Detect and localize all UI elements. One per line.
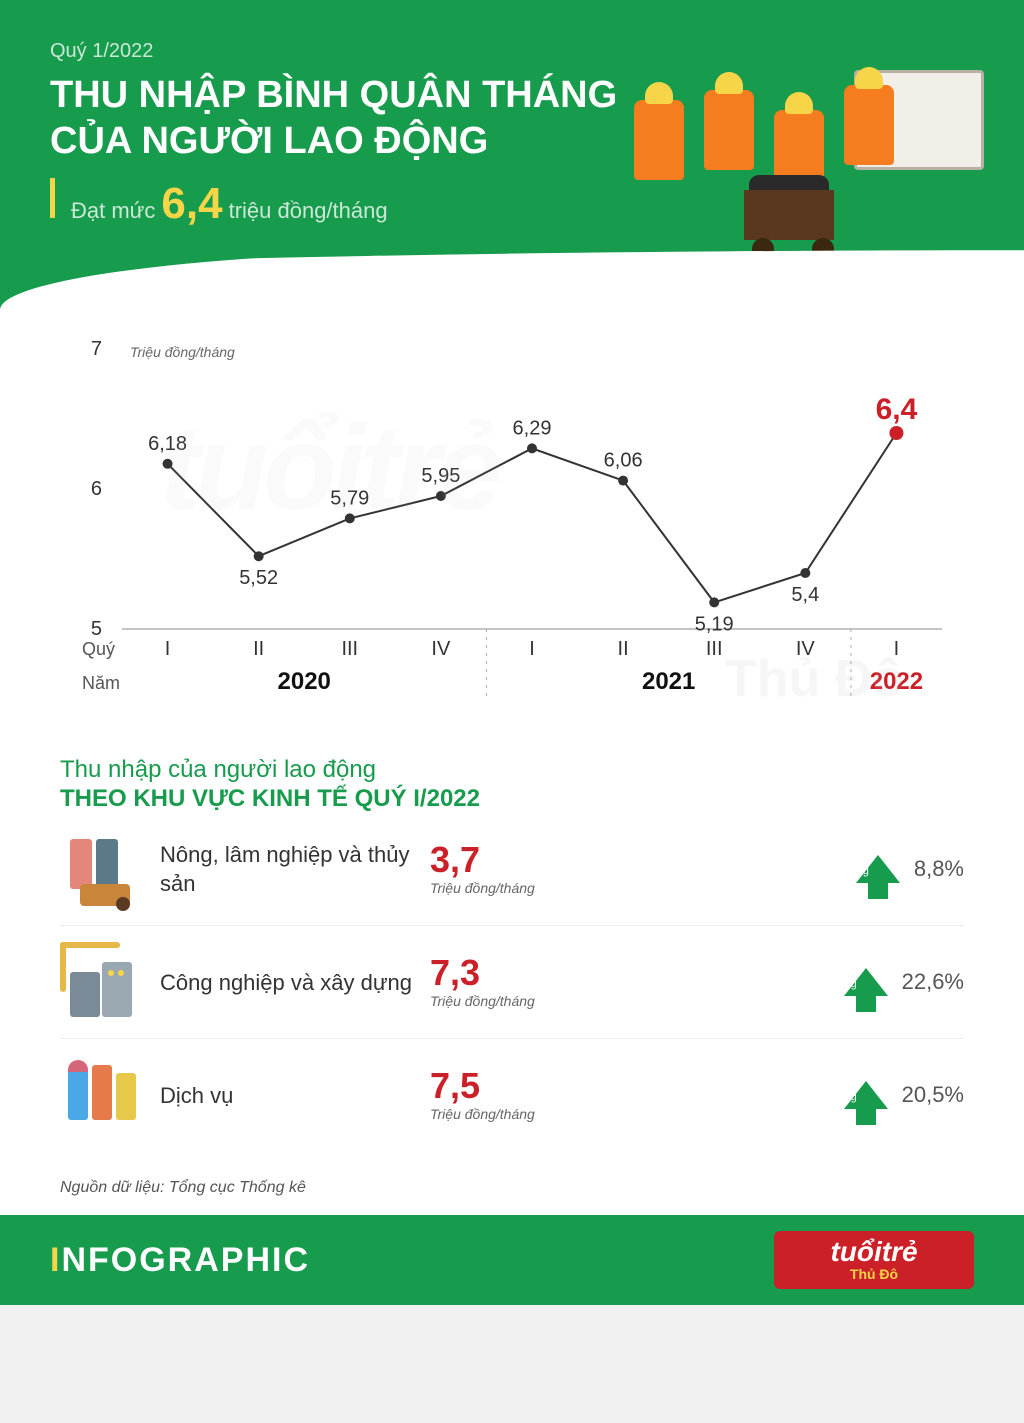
sector-value: 7,5Triệu đồng/tháng — [430, 1068, 660, 1122]
sector-row: Dịch vụ7,5Triệu đồng/tháng Tăng20,5% — [60, 1039, 964, 1151]
svg-text:5,19: 5,19 — [695, 614, 734, 636]
watermark-large: tuổitrẻ — [160, 399, 498, 537]
svg-text:Quý: Quý — [82, 639, 115, 659]
sector-icon — [60, 1055, 150, 1135]
logo-main: tuổitrẻ — [830, 1238, 917, 1266]
sector-value: 3,7Triệu đồng/tháng — [430, 842, 660, 896]
watermark-small: Thủ Đô — [725, 649, 904, 709]
header-section: Quý 1/2022 THU NHẬP BÌNH QUÂN THÁNG CỦA … — [0, 0, 1024, 309]
svg-text:Triệu đồng/tháng: Triệu đồng/tháng — [130, 344, 235, 360]
svg-text:I: I — [165, 638, 171, 660]
title-line-1: THU NHẬP BÌNH QUÂN THÁNG — [50, 74, 617, 116]
svg-text:7: 7 — [91, 338, 102, 360]
infographic-page: Quý 1/2022 THU NHẬP BÌNH QUÂN THÁNG CỦA … — [0, 0, 1024, 1305]
data-source: Nguồn dữ liệu: Tổng cục Thống kê — [0, 1171, 1024, 1215]
svg-text:II: II — [618, 638, 629, 660]
change-percent: 8,8% — [914, 856, 964, 882]
change-percent: 20,5% — [902, 1082, 964, 1108]
svg-text:IV: IV — [431, 638, 451, 660]
mine-cart-icon — [744, 190, 834, 240]
sector-row: Nông, lâm nghiệp và thủy sản3,7Triệu đồn… — [60, 813, 964, 926]
svg-text:2020: 2020 — [278, 668, 331, 695]
svg-text:Năm: Năm — [82, 673, 120, 693]
svg-text:III: III — [706, 638, 723, 660]
svg-text:II: II — [253, 638, 264, 660]
footer-brand-word: INFOGRAPHIC — [50, 1241, 310, 1280]
sub-suffix: triệu đồng/tháng — [229, 198, 388, 224]
accent-bar — [50, 178, 55, 218]
svg-text:6,4: 6,4 — [876, 393, 918, 426]
svg-text:6,06: 6,06 — [604, 450, 643, 472]
change-percent: 22,6% — [902, 969, 964, 995]
sector-change: Tăng22,6% — [844, 968, 964, 996]
line-chart-section: tuổitrẻ 567Triệu đồng/tháng6,185,525,795… — [0, 309, 1024, 744]
section2-title-line2: THEO KHU VỰC KINH TẾ QUÝ I/2022 — [60, 785, 964, 813]
sector-row: Công nghiệp và xây dựng7,3Triệu đồng/thá… — [60, 926, 964, 1039]
workers-illustration — [624, 40, 984, 260]
sector-icon — [60, 829, 150, 909]
sector-name: Công nghiệp và xây dựng — [150, 968, 430, 998]
svg-text:5,52: 5,52 — [239, 567, 278, 589]
sector-income-section: Thu nhập của người lao động THEO KHU VỰC… — [0, 744, 1024, 1171]
publisher-logo: tuổitrẻ Thủ Đô — [774, 1231, 974, 1289]
title-line-2: CỦA NGƯỜI LAO ĐỘNG — [50, 120, 488, 162]
sector-name: Nông, lâm nghiệp và thủy sản — [150, 840, 430, 899]
logo-sub: Thủ Đô — [850, 1266, 898, 1282]
sector-icon — [60, 942, 150, 1022]
svg-text:6,29: 6,29 — [513, 418, 552, 440]
headline-value: 6,4 — [161, 179, 222, 229]
svg-text:I: I — [529, 638, 535, 660]
svg-text:III: III — [341, 638, 358, 660]
svg-text:5: 5 — [91, 618, 102, 640]
sector-change: Tăng8,8% — [856, 855, 964, 883]
svg-text:5,4: 5,4 — [791, 584, 819, 606]
sector-change: Tăng20,5% — [844, 1081, 964, 1109]
section2-title-line1: Thu nhập của người lao động — [60, 754, 964, 785]
svg-text:2021: 2021 — [642, 668, 695, 695]
footer-bar: INFOGRAPHIC tuổitrẻ Thủ Đô — [0, 1215, 1024, 1305]
sector-value: 7,3Triệu đồng/tháng — [430, 955, 660, 1009]
sub-prefix: Đạt mức — [71, 198, 155, 224]
sector-name: Dịch vụ — [150, 1081, 430, 1111]
svg-text:6: 6 — [91, 478, 102, 500]
